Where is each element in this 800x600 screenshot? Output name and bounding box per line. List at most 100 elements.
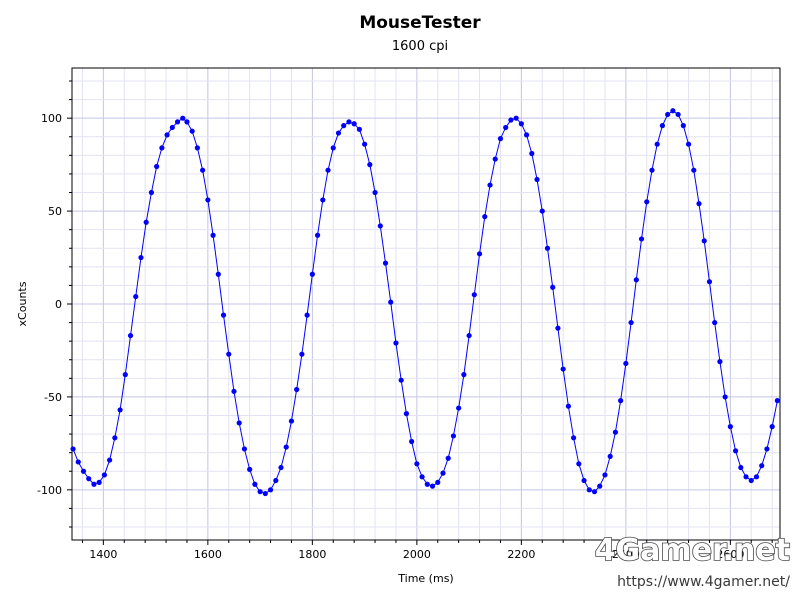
data-point [320, 197, 326, 203]
x-tick-label: 1800 [298, 548, 326, 561]
data-point [497, 136, 504, 142]
data-point [523, 132, 530, 138]
data-point [602, 472, 608, 478]
data-point [675, 111, 681, 118]
data-point [654, 141, 660, 147]
data-point [210, 232, 216, 238]
data-point [586, 487, 592, 493]
data-point [717, 359, 723, 365]
data-point [482, 214, 488, 220]
data-point [372, 189, 378, 196]
x-tick-label: 2200 [507, 548, 535, 561]
data-point [456, 405, 462, 411]
data-point [445, 455, 451, 461]
data-point [435, 479, 441, 485]
data-point [388, 299, 394, 305]
x-tick-label: 2000 [403, 548, 431, 561]
data-point [164, 132, 170, 138]
data-point [200, 167, 206, 173]
data-point [96, 479, 102, 485]
axis-ticks: 1400 1600 1800 2000 2200 2400 2600 -100 -50 0 50 10… [37, 80, 773, 561]
data-point [91, 481, 97, 487]
data-point [440, 470, 446, 476]
data-point [607, 453, 613, 459]
data-point [513, 115, 519, 121]
data-point [612, 429, 619, 435]
series-line [72, 110, 778, 495]
data-point [508, 117, 514, 123]
data-point [712, 319, 718, 326]
data-point [769, 424, 775, 430]
data-point [184, 119, 190, 125]
data-point [732, 448, 739, 454]
data-point [544, 245, 551, 251]
data-point [362, 141, 368, 147]
data-point [215, 271, 221, 277]
data-point [487, 182, 493, 188]
data-point [314, 232, 321, 238]
data-point [571, 435, 577, 441]
data-point [288, 418, 295, 424]
data-point [628, 319, 634, 326]
data-point [701, 238, 707, 244]
data-point [257, 489, 263, 495]
data-point [560, 366, 566, 372]
data-point [241, 446, 248, 452]
data-point [226, 351, 232, 357]
data-point [367, 162, 373, 168]
data-point [220, 312, 227, 318]
data-point [138, 254, 144, 261]
data-point [764, 446, 770, 452]
data-point [555, 325, 561, 331]
chart-title: MouseTester [359, 13, 481, 33]
data-point [309, 271, 315, 277]
data-point [424, 481, 430, 487]
data-point [665, 111, 671, 118]
data-point [550, 284, 556, 290]
data-point [727, 424, 733, 430]
data-point [466, 332, 472, 339]
data-point [414, 461, 420, 467]
data-point [685, 141, 692, 147]
data-point [70, 446, 76, 452]
data-point [409, 438, 415, 445]
data-point [346, 119, 352, 125]
data-point [591, 489, 598, 495]
data-point [283, 444, 289, 450]
data-point [706, 279, 713, 285]
x-tick-label: 2400 [612, 548, 640, 561]
y-tick-label: -100 [37, 484, 62, 497]
data-point [278, 464, 284, 471]
data-point [231, 388, 237, 394]
data-point [267, 487, 274, 493]
data-point [330, 145, 336, 151]
data-point [450, 433, 457, 439]
data-point [534, 176, 540, 183]
data-point [351, 121, 357, 127]
data-point [633, 277, 639, 283]
y-tick-label: 50 [48, 205, 62, 218]
data-point [101, 472, 107, 478]
data-point [86, 476, 92, 482]
data-point [398, 377, 404, 383]
data-point [581, 477, 587, 484]
data-point [122, 372, 128, 378]
y-tick-label: 0 [55, 298, 62, 311]
data-point [180, 115, 186, 121]
data-point [539, 208, 545, 214]
data-point [753, 474, 760, 480]
x-axis-label: Time (ms) [397, 572, 453, 585]
watermark-url: https://www.4gamer.net/ [617, 574, 790, 590]
data-point [492, 156, 498, 162]
data-point [461, 372, 467, 378]
y-tick-label: 100 [41, 112, 62, 125]
y-axis-label: xCounts [16, 281, 29, 326]
data-point [154, 163, 160, 170]
data-point [659, 123, 666, 129]
data-point [143, 219, 149, 225]
data-point [696, 201, 702, 207]
data-point [169, 124, 175, 131]
data-point [529, 150, 535, 157]
data-point [738, 464, 744, 471]
data-point [117, 407, 123, 413]
